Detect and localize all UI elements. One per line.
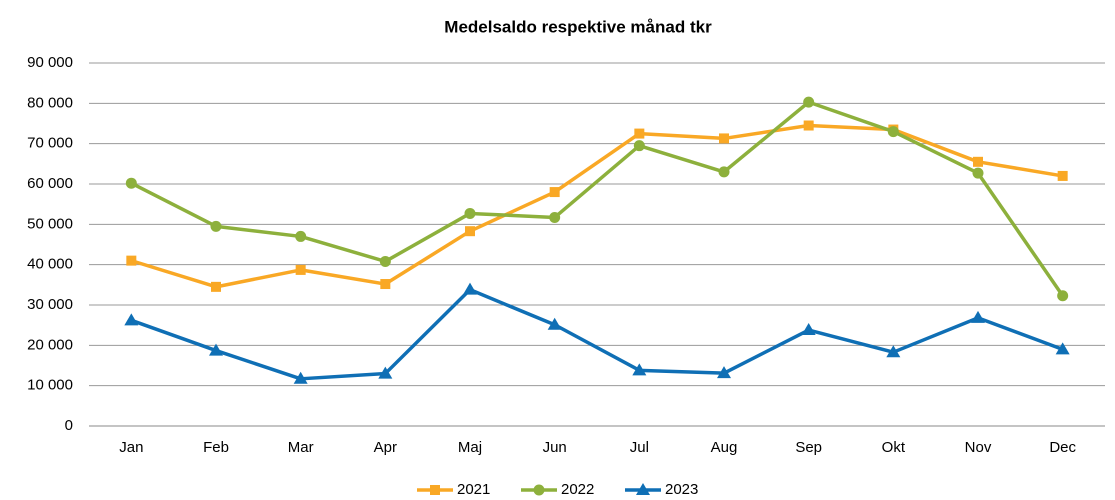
data-point — [633, 140, 645, 152]
legend-marker — [533, 484, 545, 496]
legend-marker — [430, 485, 440, 495]
x-tick-label: Apr — [374, 439, 397, 456]
data-point — [293, 371, 308, 384]
legend-label: 2023 — [665, 481, 698, 498]
data-point — [971, 310, 985, 323]
y-tick-label: 60 000 — [27, 175, 73, 192]
data-point — [719, 133, 729, 144]
data-point — [124, 313, 139, 326]
data-point — [1057, 170, 1068, 181]
chart-title: Medelsaldo respektive månad tkr — [444, 17, 712, 36]
data-point — [295, 230, 307, 242]
legend-marker — [636, 483, 650, 495]
y-tick-label: 40 000 — [27, 256, 73, 273]
y-tick-label: 50 000 — [27, 215, 73, 232]
x-tick-label: Mar — [288, 439, 314, 456]
x-tick-label: Jun — [543, 439, 567, 456]
x-tick-label: Okt — [882, 439, 906, 456]
data-point — [886, 345, 901, 358]
legend-label: 2021 — [457, 481, 490, 498]
data-point — [547, 317, 562, 330]
data-point — [209, 343, 223, 356]
data-point — [295, 264, 306, 275]
x-tick-label: Jul — [630, 439, 649, 456]
data-point — [972, 167, 984, 179]
data-point — [549, 211, 561, 223]
data-point — [801, 323, 816, 336]
data-point — [378, 366, 393, 379]
y-tick-label: 0 — [65, 417, 73, 434]
x-tick-label: Maj — [458, 439, 482, 456]
y-tick-label: 30 000 — [27, 296, 73, 313]
data-point — [125, 177, 137, 189]
data-point — [210, 220, 222, 232]
x-tick-label: Nov — [965, 439, 992, 456]
series-line — [130, 100, 1065, 297]
x-tick-label: Aug — [711, 439, 738, 456]
series-line — [130, 123, 1063, 289]
data-point — [380, 279, 391, 290]
y-tick-label: 80 000 — [27, 94, 73, 111]
data-point — [549, 187, 560, 198]
data-point — [464, 207, 476, 219]
data-point — [379, 255, 391, 267]
x-tick-label: Jan — [119, 439, 143, 456]
data-point — [1057, 290, 1069, 302]
data-point — [803, 96, 815, 108]
legend-label: 2022 — [561, 481, 594, 498]
data-point — [803, 120, 814, 131]
data-point — [632, 363, 647, 376]
data-point — [887, 126, 899, 138]
y-tick-label: 10 000 — [27, 377, 73, 394]
data-point — [973, 156, 983, 167]
series-line — [130, 287, 1064, 381]
data-point — [634, 128, 645, 139]
y-tick-label: 90 000 — [27, 54, 73, 71]
x-tick-label: Feb — [203, 439, 229, 456]
y-tick-label: 20 000 — [27, 336, 73, 353]
data-point — [1055, 342, 1070, 355]
data-point — [718, 166, 730, 178]
data-point — [126, 255, 137, 266]
data-point — [465, 226, 475, 237]
y-tick-label: 70 000 — [27, 135, 73, 152]
x-tick-label: Dec — [1049, 439, 1076, 456]
data-point — [717, 366, 731, 379]
x-tick-label: Sep — [795, 439, 822, 456]
data-point — [211, 281, 221, 292]
data-point — [463, 282, 477, 295]
